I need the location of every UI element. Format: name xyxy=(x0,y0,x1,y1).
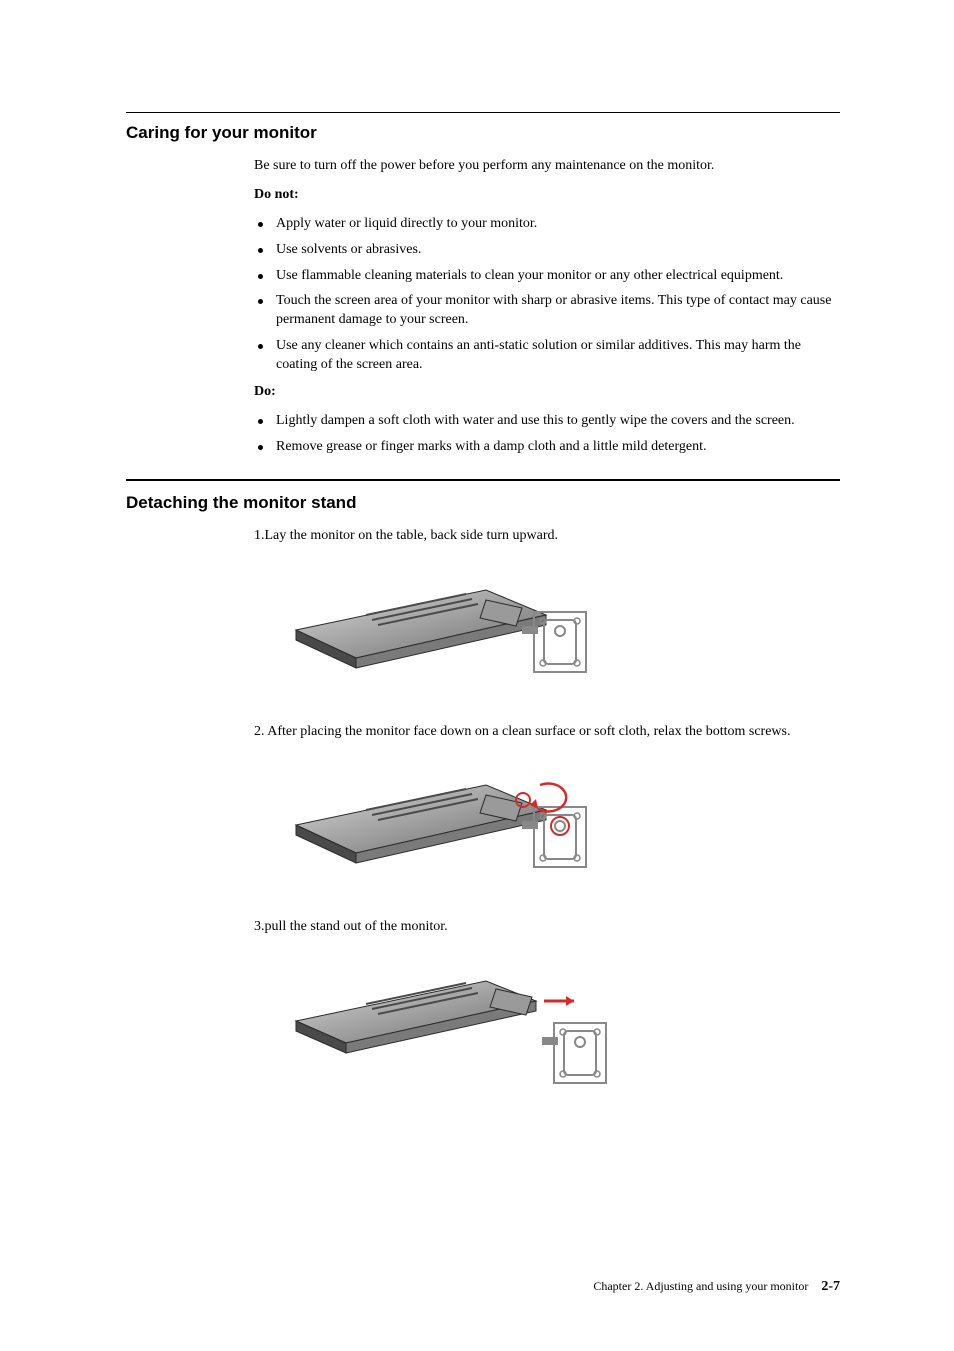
list-item: Apply water or liquid directly to your m… xyxy=(254,215,840,234)
list-item: Use any cleaner which contains an anti-s… xyxy=(254,337,840,375)
list-item: Use flammable cleaning materials to clea… xyxy=(254,267,840,286)
monitor-step2-illustration xyxy=(286,755,606,885)
list-item: Remove grease or finger marks with a dam… xyxy=(254,438,840,457)
section-rule-mid xyxy=(126,479,840,481)
step-2-num: 2. xyxy=(254,724,265,739)
monitor-step3-illustration xyxy=(286,951,626,1101)
donot-label: Do not: xyxy=(254,186,840,205)
list-item: Touch the screen area of your monitor wi… xyxy=(254,292,840,330)
section1-body: Be sure to turn off the power before you… xyxy=(254,157,840,457)
monitor-step1-illustration xyxy=(286,560,606,690)
step-1-text: Lay the monitor on the table, back side … xyxy=(265,528,559,543)
figure-step-2 xyxy=(254,755,840,890)
step-3: 3.pull the stand out of the monitor. xyxy=(254,918,840,937)
step-2-text: After placing the monitor face down on a… xyxy=(267,724,790,739)
list-item: Use solvents or abrasives. xyxy=(254,241,840,260)
do-label: Do: xyxy=(254,383,840,402)
section-rule-top xyxy=(126,112,840,113)
section2-body: 1.Lay the monitor on the table, back sid… xyxy=(254,527,840,1107)
heading-caring: Caring for your monitor xyxy=(126,123,840,143)
list-item: Lightly dampen a soft cloth with water a… xyxy=(254,412,840,431)
step-1: 1.Lay the monitor on the table, back sid… xyxy=(254,527,840,546)
footer-chapter: Chapter 2. Adjusting and using your moni… xyxy=(593,1279,808,1293)
step-3-num: 3. xyxy=(254,919,265,934)
figure-step-3 xyxy=(254,951,840,1106)
step-3-text: pull the stand out of the monitor. xyxy=(265,919,448,934)
footer-page-number: 2-7 xyxy=(821,1279,840,1294)
heading-detaching: Detaching the monitor stand xyxy=(126,493,840,513)
step-1-num: 1. xyxy=(254,528,265,543)
figure-step-1 xyxy=(254,560,840,695)
donot-list: Apply water or liquid directly to your m… xyxy=(254,215,840,375)
step-2: 2. After placing the monitor face down o… xyxy=(254,723,840,742)
page-footer: Chapter 2. Adjusting and using your moni… xyxy=(593,1279,840,1295)
intro-text: Be sure to turn off the power before you… xyxy=(254,157,840,176)
do-list: Lightly dampen a soft cloth with water a… xyxy=(254,412,840,457)
